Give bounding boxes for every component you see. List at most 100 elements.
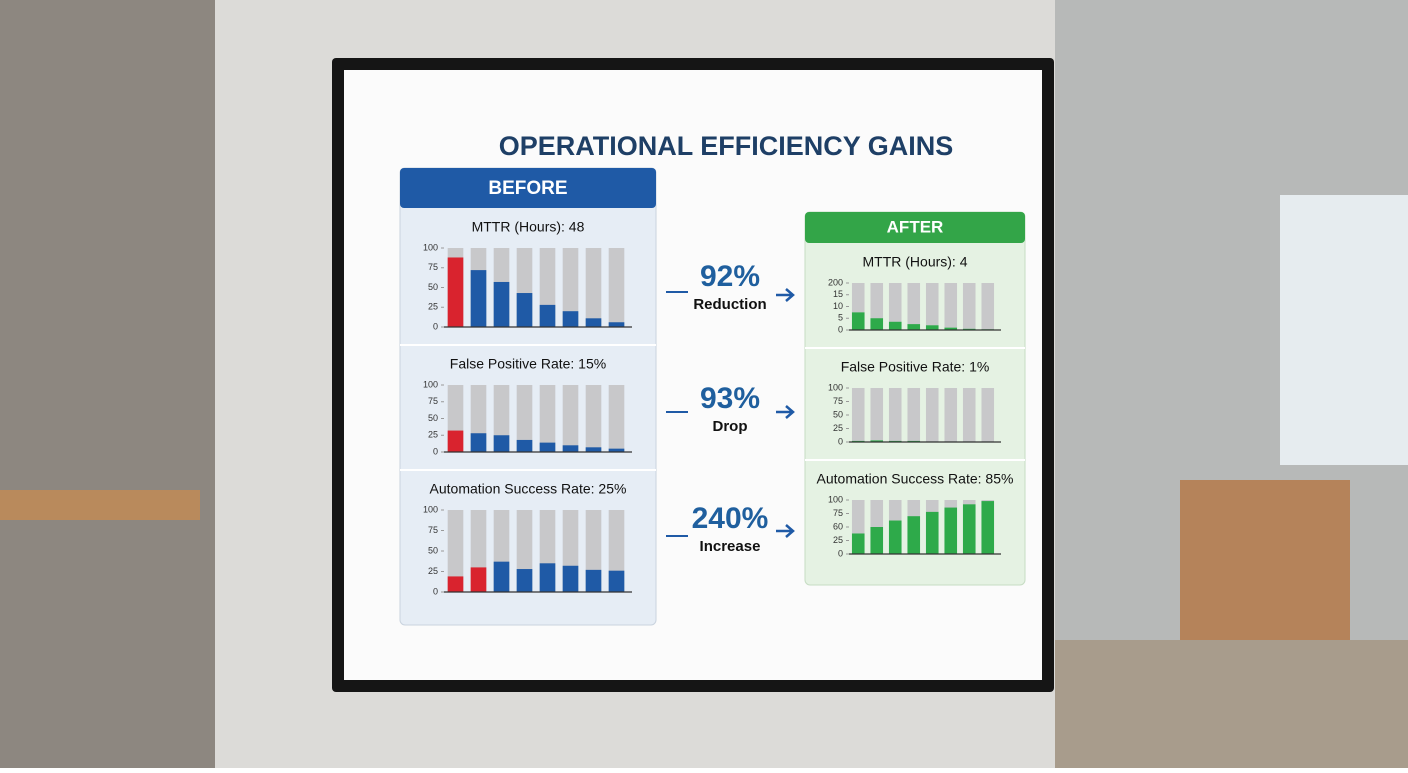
after-label: AFTER — [887, 217, 944, 236]
bar-track — [981, 388, 995, 442]
bar-track — [944, 388, 958, 442]
chart-title: Automation Success Rate: 25% — [430, 481, 627, 497]
change-value: 93% — [700, 382, 760, 415]
bar-track — [981, 283, 995, 330]
bar-track — [585, 248, 602, 327]
bar — [539, 563, 556, 592]
bar-track — [944, 283, 958, 330]
chart-title: Automation Success Rate: 85% — [817, 471, 1014, 487]
y-tick-label: 50 — [428, 413, 438, 423]
bar — [608, 322, 625, 327]
bar — [562, 445, 579, 452]
bar-track — [608, 385, 625, 452]
bar — [925, 325, 939, 330]
bar — [493, 561, 510, 592]
y-tick-label: 0 — [433, 446, 438, 456]
bar — [585, 447, 602, 452]
y-tick-label: 75 — [833, 508, 843, 518]
desk — [1180, 480, 1350, 655]
y-tick-label: 25 — [428, 302, 438, 312]
bar — [907, 324, 921, 330]
bar — [516, 293, 533, 327]
y-tick-label: 25 — [428, 566, 438, 576]
bar — [562, 311, 579, 327]
y-tick-label: 200 — [828, 277, 843, 287]
table — [0, 490, 200, 520]
y-tick-label: 10 — [833, 301, 843, 311]
y-tick-label: 50 — [833, 409, 843, 419]
bar-track — [870, 388, 884, 442]
change-label: Reduction — [693, 296, 766, 313]
change-2: 240% Increase — [666, 502, 795, 555]
bar-track — [925, 283, 939, 330]
y-tick-label: 75 — [428, 396, 438, 406]
bar — [870, 440, 884, 442]
chart-title: MTTR (Hours): 48 — [472, 219, 585, 235]
y-tick-label: 25 — [428, 430, 438, 440]
arrow — [776, 288, 795, 302]
before-label: BEFORE — [488, 178, 567, 199]
chart-title: MTTR (Hours): 4 — [863, 254, 968, 270]
bar — [585, 318, 602, 327]
arrow — [776, 405, 795, 419]
arrow — [776, 524, 795, 538]
bar — [981, 501, 995, 554]
bar — [870, 318, 884, 330]
bar — [608, 448, 625, 452]
bar — [907, 516, 921, 554]
bar — [493, 281, 510, 327]
y-tick-label: 100 — [423, 242, 438, 252]
bar — [944, 507, 958, 554]
before-header — [400, 168, 656, 208]
y-tick-label: 75 — [428, 525, 438, 535]
bar-track — [447, 510, 464, 592]
bar — [470, 433, 487, 452]
change-value: 240% — [692, 502, 769, 535]
bar-track — [925, 388, 939, 442]
bar — [516, 569, 533, 592]
change-value: 92% — [700, 260, 760, 293]
window — [1280, 195, 1408, 465]
bar — [470, 270, 487, 327]
y-tick-label: 0 — [838, 324, 843, 334]
y-tick-label: 5 — [838, 313, 843, 323]
bar — [470, 567, 487, 592]
bar-track — [562, 248, 579, 327]
y-tick-label: 60 — [833, 521, 843, 531]
bar-track — [962, 283, 976, 330]
bar — [516, 439, 533, 452]
dashboard-title: OPERATIONAL EFFICIENCY GAINS — [499, 131, 954, 161]
bar — [888, 321, 902, 330]
bar-track — [585, 385, 602, 452]
y-tick-label: 100 — [423, 379, 438, 389]
y-tick-label: 25 — [833, 535, 843, 545]
bar — [585, 569, 602, 592]
y-tick-label: 50 — [428, 545, 438, 555]
bar — [539, 304, 556, 327]
bar — [925, 511, 939, 554]
bar — [962, 504, 976, 554]
left-office — [0, 0, 215, 768]
bar — [539, 442, 556, 452]
change-label: Drop — [713, 418, 748, 435]
bar — [851, 312, 865, 330]
floor — [1055, 640, 1408, 768]
y-tick-label: 0 — [838, 436, 843, 446]
y-tick-label: 100 — [423, 504, 438, 514]
bar — [608, 570, 625, 592]
y-tick-label: 75 — [833, 396, 843, 406]
y-tick-label: 15 — [833, 289, 843, 299]
y-tick-label: 75 — [428, 262, 438, 272]
bar-track — [562, 385, 579, 452]
chart-title: False Positive Rate: 15% — [450, 356, 606, 372]
y-tick-label: 0 — [838, 548, 843, 558]
y-tick-label: 100 — [828, 382, 843, 392]
y-tick-label: 50 — [428, 282, 438, 292]
bar — [447, 576, 464, 592]
after-header — [805, 212, 1025, 243]
bar-track — [907, 283, 921, 330]
bar-track — [888, 283, 902, 330]
bar-track — [539, 385, 556, 452]
